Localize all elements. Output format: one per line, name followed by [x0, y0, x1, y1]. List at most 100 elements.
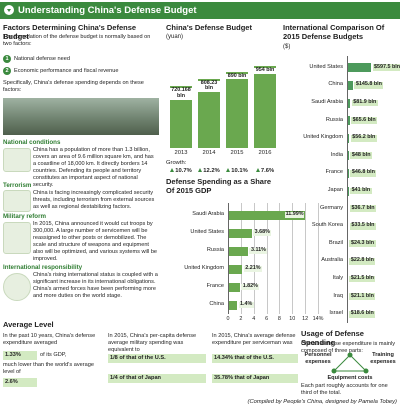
- x-tick-label: 2014: [202, 150, 216, 156]
- chart-title: International Comparison Of 2015 Defense…: [283, 23, 385, 41]
- paragraph: In 2015, China announced it would cut tr…: [33, 221, 158, 262]
- value-label: $597.5 bln: [372, 63, 400, 72]
- usage-diagram: [331, 352, 369, 374]
- icon: [3, 190, 31, 212]
- y-tick-label: Japan: [327, 187, 343, 194]
- y-tick-label: China: [328, 81, 343, 88]
- bar: [347, 168, 349, 178]
- x-tick-label: 2016: [258, 150, 272, 156]
- usage-part: Equipment costs: [327, 375, 373, 381]
- bar: [347, 151, 349, 161]
- bar: [347, 221, 349, 231]
- bar: [198, 78, 220, 148]
- y-tick-label: United States: [309, 63, 343, 70]
- up-arrow: [198, 168, 203, 172]
- value-label: 720.168 bln: [170, 87, 192, 100]
- bar: [228, 210, 306, 220]
- up-arrow: [170, 168, 175, 172]
- x-tick-label: 0: [226, 316, 230, 322]
- highlight-item: 1/8 of that of the U.S.: [108, 354, 206, 363]
- x-tick-label: 2013: [174, 150, 188, 156]
- section-title: Usage of Defense Spending: [301, 329, 364, 347]
- growth-label: 10.1%: [231, 168, 248, 174]
- bar: [347, 98, 351, 108]
- highlight-item: 14.34% that of the U.S.: [212, 354, 298, 363]
- bar: [347, 204, 349, 214]
- paragraph: China is facing increasingly complicated…: [33, 190, 155, 210]
- paragraph: The formulation of the defense budget is…: [3, 34, 151, 47]
- item-number: 2: [3, 67, 11, 75]
- y-tick-label: Brazil: [329, 239, 343, 246]
- section-heading: National conditions: [3, 139, 61, 146]
- value-label: $33.5 bln: [349, 222, 376, 230]
- chart-title: Defense Spending as a Share Of 2015 GDP: [166, 177, 272, 195]
- icon: [3, 148, 31, 172]
- usage-part: Personnel expenses: [304, 352, 332, 365]
- x-tick-label: 6: [265, 316, 269, 322]
- chart-subtitle: ($): [283, 44, 291, 50]
- bar: [226, 71, 248, 148]
- bar: [228, 282, 240, 292]
- bar: [228, 246, 248, 256]
- axis-line: [228, 203, 229, 314]
- y-tick-label: United States: [190, 229, 224, 236]
- section-heading: Military reform: [3, 213, 46, 220]
- growth-value: 10.1%: [225, 168, 249, 175]
- y-tick-label: China: [209, 301, 224, 308]
- bar: [170, 86, 192, 148]
- grid-line: [305, 203, 306, 314]
- bar: [254, 66, 276, 148]
- section-heading: International responsibility: [3, 264, 83, 271]
- x-tick-label: 14%: [312, 316, 324, 322]
- value-label: $21.5 bln: [349, 275, 376, 283]
- value-label: $22.8 bln: [349, 257, 376, 265]
- item-text: Economic performance and fiscal revenue: [14, 68, 119, 74]
- y-tick-label: France: [325, 169, 343, 176]
- y-tick-label: Russia: [325, 116, 343, 123]
- x-tick-label: 2: [239, 316, 243, 322]
- growth-value: 10.7%: [169, 168, 193, 175]
- item-number: 1: [3, 55, 11, 63]
- node: [347, 352, 353, 358]
- value-label: $46.8 bln: [350, 169, 377, 177]
- x-tick-label: 12: [302, 316, 309, 322]
- value-label: 1.82%: [241, 283, 260, 291]
- y-tick-label: Saudi Arabia: [192, 211, 224, 218]
- up-arrow: [255, 168, 260, 172]
- value-label: 1.4%: [238, 301, 254, 309]
- y-tick-label: United Kingdom: [184, 265, 224, 272]
- chart-title: China's Defense Budget: [166, 23, 252, 32]
- credit: (Compiled by People's China, designed by…: [247, 399, 397, 405]
- value-label: 2.21%: [243, 265, 262, 273]
- growth-label: 7.6%: [260, 168, 275, 174]
- bar: [228, 264, 243, 274]
- paragraph: China's defense expenditure is mainly co…: [301, 341, 396, 354]
- axis-line: [347, 56, 348, 323]
- grid-line: [240, 203, 242, 314]
- y-tick-label: Italy: [332, 275, 343, 282]
- y-tick-label: Russia: [206, 247, 224, 254]
- growth-value: 7.6%: [253, 168, 277, 175]
- bar: [347, 63, 371, 73]
- value-label: $36.7 bln: [349, 204, 377, 213]
- value-label: $81.9 bln: [351, 99, 378, 107]
- value-label: $21.1 bln: [349, 292, 376, 301]
- highlight-value: 1.33%: [3, 351, 37, 360]
- x-tick-label: 2015: [230, 150, 244, 156]
- grid-line: [253, 203, 255, 314]
- x-tick-label: 4: [252, 316, 256, 322]
- icon: [3, 273, 31, 301]
- icon: [3, 222, 31, 254]
- header-icon: [4, 5, 14, 15]
- bar: [347, 80, 353, 90]
- up-arrow: [226, 168, 231, 172]
- x-tick-label: 8: [277, 316, 281, 322]
- paragraph: much lower than the world's average leve…: [3, 362, 94, 375]
- paragraph: of its GDP,: [40, 352, 67, 358]
- grid-line: [292, 203, 293, 314]
- value-label: 3.11%: [249, 247, 268, 255]
- bar: [228, 228, 252, 238]
- value-label: 808.23 bln: [198, 80, 220, 93]
- paragraph: Each part roughly accounts for one third…: [301, 383, 388, 396]
- paragraph: In 2015, China's average defense expendi…: [212, 333, 296, 346]
